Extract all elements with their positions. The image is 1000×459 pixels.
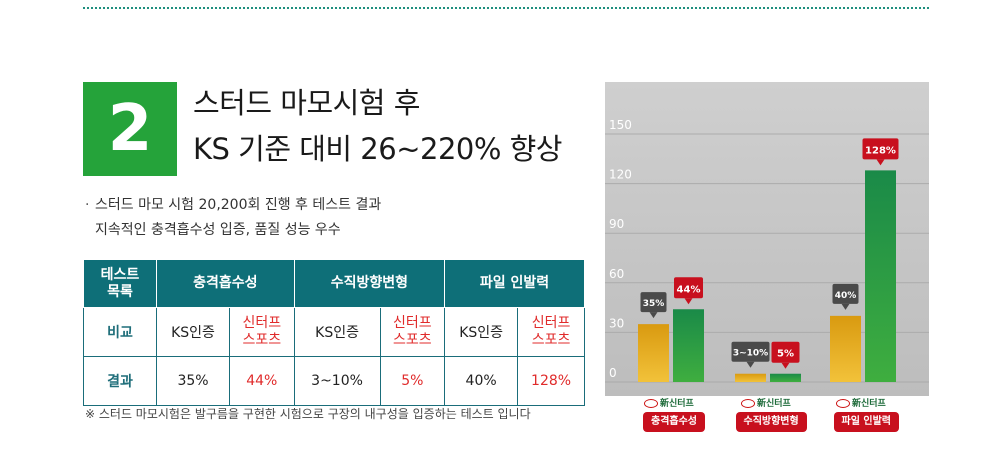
results-table: 테스트 목록 충격흡수성 수직방향변형 파일 인발력 비교 KS인증 신터프 스포… xyxy=(83,259,585,406)
y-tick-label: 150 xyxy=(609,118,632,132)
ks-value-tag xyxy=(731,341,770,362)
column-header: 충격흡수성 xyxy=(156,259,295,308)
brand-mark: 新신터프 xyxy=(836,396,886,409)
brand-result-cell: 128% xyxy=(517,356,585,406)
brand-value-label: 128% xyxy=(865,145,896,156)
brand-tag-pointer xyxy=(684,298,693,305)
category-label: 충격흡수성 xyxy=(643,412,705,432)
ks-value-tag xyxy=(832,283,859,304)
table-corner-header: 테스트 목록 xyxy=(83,259,157,308)
brand-tag-pointer xyxy=(876,159,885,166)
ks-result-cell: 3~10% xyxy=(293,356,381,406)
ks-logo-icon xyxy=(644,399,658,408)
row-label-result: 결과 xyxy=(83,356,157,406)
section-title: 스터드 마모시험 후 KS 기준 대비 26~220% 향상 xyxy=(193,80,563,172)
brand-mark: 新신터프 xyxy=(741,396,791,409)
brand-result-cell: 5% xyxy=(379,356,446,406)
brand-tag-pointer xyxy=(781,362,790,369)
ks-bar xyxy=(735,373,766,382)
ks-cell: KS인증 xyxy=(444,307,519,357)
brand-cell: 신터프 스포츠 xyxy=(517,307,585,357)
category-label: 파일 인발력 xyxy=(833,412,899,432)
brand-value-tag xyxy=(771,341,800,363)
row-label-compare: 비교 xyxy=(83,307,157,357)
column-header: 수직방향변형 xyxy=(293,259,446,308)
ks-cell: KS인증 xyxy=(293,307,381,357)
bar-chart-svg: 0 30 60 90 120 150 35% 44% 3~10% 5% 40% 128% xyxy=(605,118,929,383)
brand-label: 新신터프 xyxy=(660,399,694,409)
brand-value-label: 5% xyxy=(777,349,794,360)
ks-logo-icon xyxy=(741,399,755,408)
y-tick-label: 90 xyxy=(609,217,624,231)
ks-value-label: 3~10% xyxy=(733,349,768,359)
y-tick-label: 60 xyxy=(609,267,624,281)
bar-chart: 0 30 60 90 120 150 35% 44% 3~10% 5% 40% 128% xyxy=(605,82,929,396)
ks-result-cell: 40% xyxy=(444,356,519,406)
brand-value-tag xyxy=(862,138,899,160)
section-title-line1: 스터드 마모시험 후 xyxy=(193,86,420,120)
description-line2: 지속적인 충격흡수성 입증, 품질 성능 우수 xyxy=(95,222,341,238)
section-title-line2: KS 기준 대비 26~220% 향상 xyxy=(193,132,563,166)
ks-tag-pointer xyxy=(649,312,658,319)
description-line1: 스터드 마모 시험 20,200회 진행 후 테스트 결과 xyxy=(95,197,382,213)
ks-bar xyxy=(638,324,669,382)
description: · 스터드 마모 시험 20,200회 진행 후 테스트 결과 지속적인 충격흡수… xyxy=(85,193,381,243)
brand-cell: 신터프 스포츠 xyxy=(229,307,295,357)
ks-logo-icon xyxy=(836,399,850,408)
brand-value-label: 44% xyxy=(677,284,701,295)
brand-cell: 신터프 스포츠 xyxy=(379,307,446,357)
y-tick-label: 0 xyxy=(609,366,617,380)
category-label: 수직방향변형 xyxy=(735,412,807,432)
brand-bar xyxy=(770,373,801,382)
table-row-result: 결과 35% 44% 3~10% 5% 40% 128% xyxy=(83,356,585,406)
ks-tag-pointer xyxy=(841,303,850,310)
section-number-badge: 2 xyxy=(83,82,177,176)
table-header-row: 테스트 목록 충격흡수성 수직방향변형 파일 인발력 xyxy=(83,259,585,308)
top-dotted-divider xyxy=(83,7,929,9)
brand-label: 新신터프 xyxy=(852,399,886,409)
ks-tag-pointer xyxy=(746,361,755,368)
brand-bar xyxy=(673,309,704,382)
table-row-compare: 비교 KS인증 신터프 스포츠 KS인증 신터프 스포츠 KS인증 신터프 스포츠 xyxy=(83,307,585,357)
ks-bar xyxy=(830,315,861,382)
brand-mark: 新신터프 xyxy=(644,396,694,409)
ks-value-label: 35% xyxy=(643,299,665,309)
ks-result-cell: 35% xyxy=(155,356,231,406)
ks-value-label: 40% xyxy=(835,291,857,301)
y-tick-label: 120 xyxy=(609,168,632,182)
brand-result-cell: 44% xyxy=(229,356,295,406)
bullet: · xyxy=(85,197,90,213)
brand-value-tag xyxy=(674,277,703,299)
footnote: ※ 스터드 마모시험은 발구름을 구현한 시험으로 구장의 내구성을 입증하는 … xyxy=(85,407,531,421)
y-tick-label: 30 xyxy=(609,316,624,330)
brand-bar xyxy=(865,170,896,382)
ks-cell: KS인증 xyxy=(155,307,231,357)
brand-label: 新신터프 xyxy=(757,399,791,409)
column-header: 파일 인발력 xyxy=(444,259,585,308)
ks-value-tag xyxy=(640,292,667,313)
